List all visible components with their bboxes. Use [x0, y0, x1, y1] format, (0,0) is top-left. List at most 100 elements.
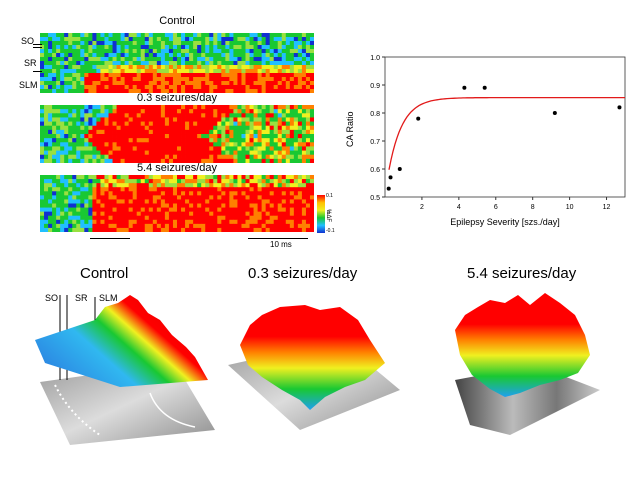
heatmap-cell [136, 33, 142, 38]
heatmap-cell [100, 207, 105, 213]
heatmap-cell [297, 37, 303, 42]
heatmap-cell [281, 183, 287, 188]
heatmap-cell [257, 125, 263, 131]
heatmap-cell [76, 187, 81, 192]
heatmap-cell [305, 142, 311, 147]
heatmap-cell [124, 61, 130, 66]
heatmap-cell [100, 227, 105, 232]
heatmap-cell [301, 105, 307, 110]
heatmap-cell [124, 129, 130, 135]
heatmap-cell [40, 203, 45, 208]
heatmap-cell [225, 81, 230, 86]
heatmap-cell [168, 175, 174, 180]
heatmap-cell [273, 203, 279, 208]
heatmap-cell [96, 150, 101, 156]
heatmap-cell [277, 77, 283, 82]
heatmap-cell [269, 195, 275, 200]
heatmap-cell [40, 191, 45, 196]
heatmap-cell [72, 223, 77, 229]
heatmap-cell [249, 199, 254, 204]
heatmap-cell [48, 33, 53, 38]
heatmap-cell [140, 117, 146, 122]
heatmap-cell [245, 207, 250, 213]
heatmap-cell [181, 154, 186, 160]
heatmap-cell [108, 134, 113, 139]
heatmap-cell [177, 138, 182, 143]
heatmap-cell [104, 150, 109, 156]
heatmap-cell [289, 125, 295, 131]
heatmap-cell [108, 85, 113, 90]
heatmap-cell [100, 121, 105, 127]
heatmap-cell [261, 215, 267, 221]
heatmap-cell [297, 138, 303, 143]
heatmap-cell [140, 33, 146, 38]
heatmap-cell [185, 219, 190, 225]
heatmap-cell [168, 129, 174, 135]
heatmap-cell [124, 138, 130, 143]
heatmap-cell [48, 175, 53, 180]
heatmap-cell [193, 33, 198, 38]
heatmap-cell [301, 117, 307, 122]
heatmap-cell [68, 117, 73, 122]
heatmap-cell [305, 227, 311, 232]
heatmap-cell [116, 105, 121, 110]
heatmap-cell [92, 105, 97, 110]
heatmap-cell [108, 199, 113, 204]
heatmap-cell [241, 37, 246, 42]
heatmap-cell [124, 33, 130, 38]
heatmap-cell [257, 41, 263, 46]
heatmap-cell [84, 89, 89, 93]
heatmap-cell [128, 121, 134, 127]
heatmap-cell [104, 138, 109, 143]
heatmap-cell [128, 49, 134, 54]
heatmap-cell [72, 150, 77, 156]
heatmap-cell [152, 41, 158, 46]
heatmap-cell [64, 113, 69, 118]
heatmap-cell [92, 150, 97, 156]
heatmap-cell [201, 85, 206, 90]
heatmap-cell [52, 85, 57, 90]
heatmap-cell [52, 150, 57, 156]
heatmap-cell [168, 65, 174, 70]
heatmap-cell [241, 45, 246, 50]
heatmap-cell [60, 125, 65, 131]
heatmap-cell [241, 175, 246, 180]
heatmap-cell [40, 49, 45, 54]
heatmap-cell [177, 142, 182, 147]
heatmap-cell [124, 158, 130, 163]
heatmap-cell [100, 81, 105, 86]
heatmap-cell [221, 45, 226, 50]
heatmap-cell [301, 146, 307, 151]
heatmap-cell [44, 146, 49, 151]
heatmap-cell [193, 142, 198, 147]
heatmap-cell [197, 37, 202, 42]
heatmap-cell [72, 129, 77, 135]
heatmap-cell [88, 105, 93, 110]
heatmap-cell [148, 73, 154, 78]
heatmap-cell [120, 73, 126, 78]
heatmap-cell [56, 219, 61, 225]
heatmap-cell [40, 109, 45, 114]
heatmap-cell [249, 219, 254, 225]
heatmap-cell [148, 65, 154, 70]
heatmap-cell [189, 57, 194, 62]
heatmap-cell [96, 109, 101, 114]
heatmap-cell [88, 154, 93, 160]
heatmap-cell [233, 65, 238, 70]
heatmap-cell [92, 45, 97, 50]
heatmap-cell [172, 41, 178, 46]
heatmap-cell [60, 61, 65, 66]
heatmap-cell [189, 211, 194, 217]
heatmap-cell [64, 219, 69, 225]
heatmap-cell [281, 191, 287, 196]
heatmap-cell [269, 53, 275, 58]
heatmap-cell [72, 121, 77, 127]
heatmap-cell [193, 138, 198, 143]
heatmap-cell [285, 175, 291, 180]
heatmap-cell [104, 154, 109, 160]
layer-label-so: SO [21, 36, 35, 46]
heatmap-cell [44, 53, 49, 58]
heatmap-cell [136, 65, 142, 70]
heatmap-cell [309, 81, 314, 86]
heatmap-cell [132, 150, 138, 156]
